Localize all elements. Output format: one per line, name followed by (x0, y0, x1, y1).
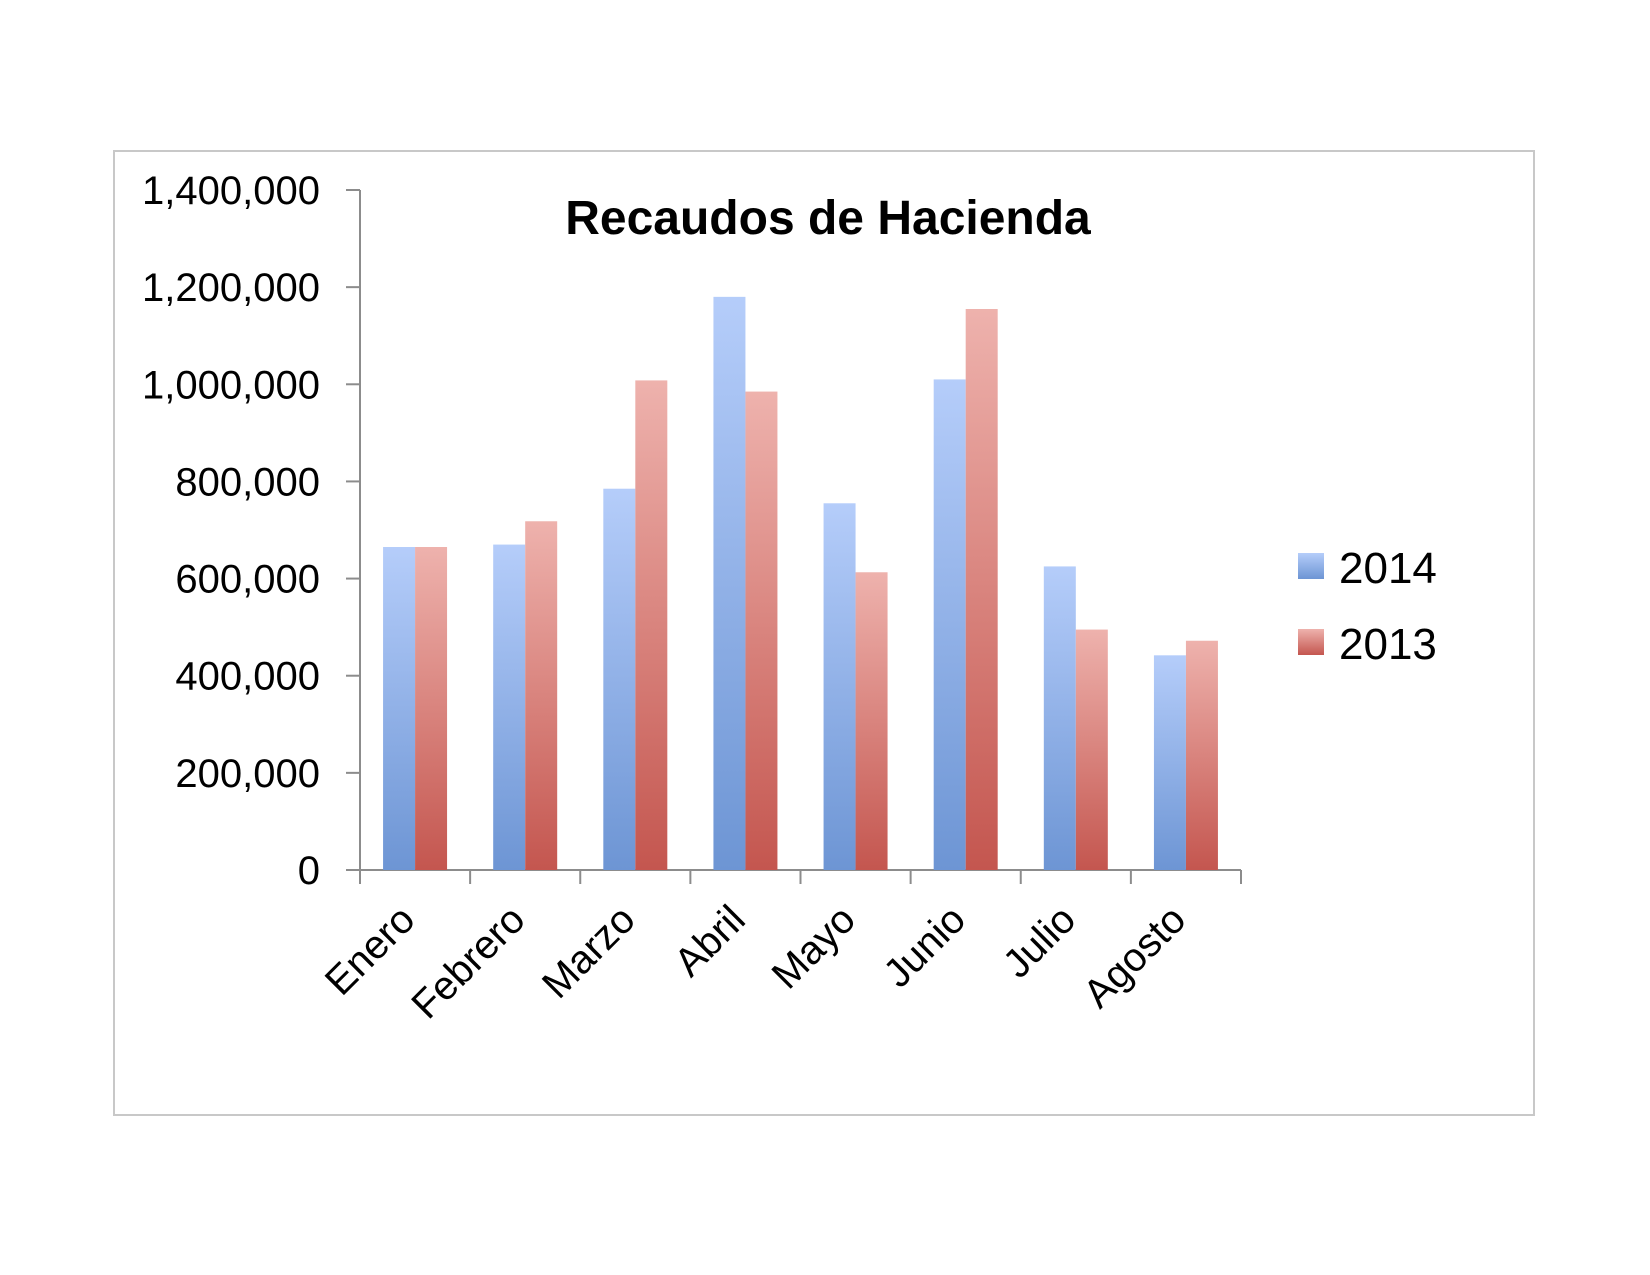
x-tick-label: Mayo (764, 897, 864, 997)
bar-2013-enero (415, 547, 448, 870)
bar-2013-mayo (855, 572, 888, 870)
y-tick-label: 1,000,000 (142, 363, 320, 407)
y-axis: 0 200,000 400,000 600,000 800,000 1,000,000 1,… (142, 169, 361, 893)
y-tick-label: 200,000 (175, 752, 320, 796)
bar-chart: Recaudos de Hacienda 0 200,000 400,000 600,… (142, 169, 1437, 1027)
legend-label-2013: 2013 (1339, 620, 1437, 669)
bar-2014-marzo (603, 488, 636, 870)
bar-2013-marzo (635, 380, 668, 870)
bar-2014-enero (383, 547, 416, 870)
x-tick-label: Abril (666, 897, 754, 985)
chart-frame: Recaudos de Hacienda 0 200,000 400,000 600,… (113, 150, 1535, 1116)
bar-2014-agosto (1153, 655, 1186, 870)
bar-2013-febrero (525, 521, 558, 870)
bar-2014-julio (1043, 566, 1076, 870)
bar-2013-agosto (1185, 640, 1218, 870)
y-tick-label: 1,200,000 (142, 266, 320, 310)
legend-swatch-2013 (1298, 629, 1324, 655)
y-tick-label: 400,000 (175, 655, 320, 699)
x-tick-label: Agosto (1075, 897, 1194, 1016)
y-tick-label: 600,000 (175, 558, 320, 602)
bar-2014-febrero (493, 544, 526, 870)
legend-swatch-2014 (1298, 553, 1324, 579)
bar-2014-mayo (823, 503, 856, 870)
legend: 2014 2013 (1298, 544, 1437, 669)
bar-2013-julio (1075, 629, 1108, 870)
chart-title: Recaudos de Hacienda (565, 192, 1091, 245)
bar-2014-abril (713, 296, 746, 870)
x-tick-label: Marzo (534, 897, 644, 1007)
legend-label-2014: 2014 (1339, 544, 1437, 593)
y-tick-label: 1,400,000 (142, 169, 320, 213)
y-tick-label: 800,000 (175, 460, 320, 504)
x-tick-label: Enero (317, 897, 424, 1004)
bars (383, 296, 1218, 870)
y-tick-label: 0 (298, 849, 320, 893)
bar-2013-junio (965, 309, 998, 870)
x-tick-label: Febrero (403, 897, 533, 1027)
bar-2014-junio (933, 379, 966, 870)
x-tick-label: Junio (875, 897, 974, 996)
x-tick-label: Julio (995, 897, 1084, 986)
bar-2013-abril (745, 391, 778, 870)
